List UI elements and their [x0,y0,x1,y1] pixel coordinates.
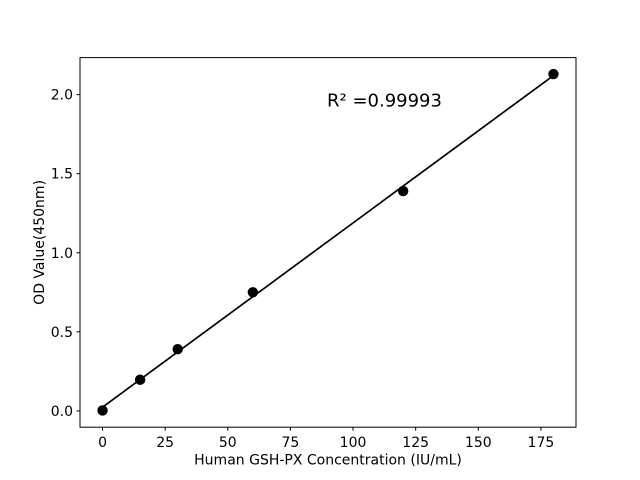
y-tick-label: 2.0 [51,88,73,104]
x-tick-label: 75 [282,435,300,451]
data-point [97,405,108,416]
data-point [548,68,559,80]
x-tick-label: 50 [219,435,237,451]
x-tick-label: 25 [156,435,174,451]
x-tick-label: 0 [98,435,107,451]
x-tick-label: 125 [402,435,429,451]
y-axis-label: OD Value(450nm) [32,180,48,305]
data-point [397,185,409,197]
x-axis-label: Human GSH-PX Concentration (IU/mL) [194,453,462,469]
x-tick-label: 150 [465,435,492,451]
y-tick-label: 1.0 [51,246,73,262]
y-tick-label: 0.0 [51,404,73,420]
y-tick-label: 0.5 [51,325,73,341]
data-point [247,287,259,298]
x-tick-label: 175 [528,435,555,451]
y-tick-label: 1.5 [51,167,73,183]
data-point [172,344,183,355]
x-tick-label: 100 [340,435,367,451]
plot-border [79,57,577,428]
data-point [134,374,146,385]
r-squared-annotation: R² =0.99993 [327,91,442,112]
